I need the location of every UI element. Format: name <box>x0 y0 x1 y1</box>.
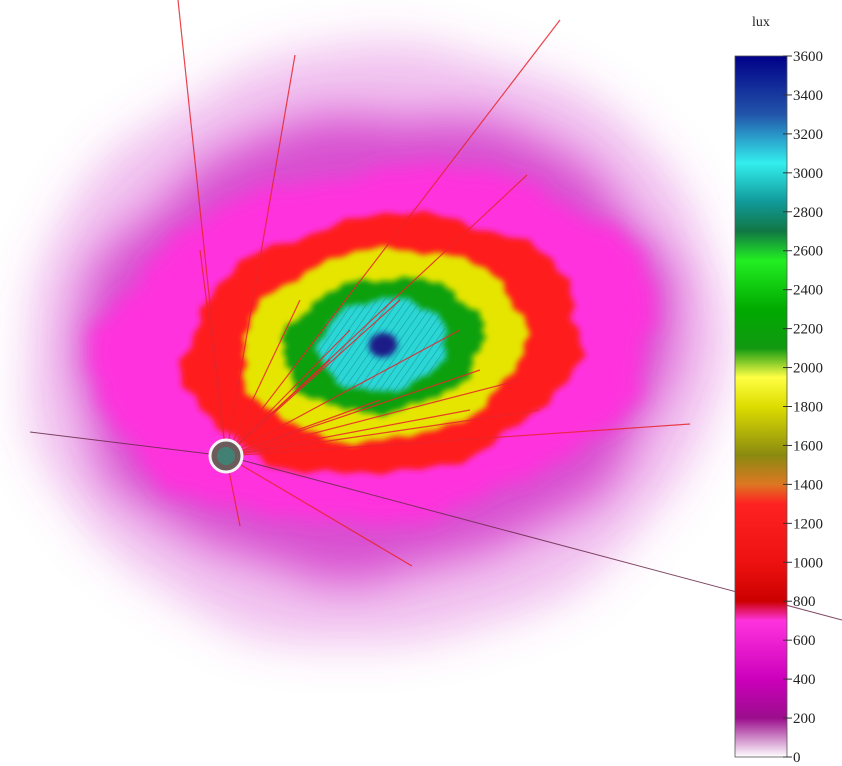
colorbar-tick-label: 400 <box>793 672 816 688</box>
colorbar-scale <box>734 55 788 758</box>
colorbar-tick-label: 1000 <box>793 555 823 571</box>
colorbar-tick-label: 1200 <box>793 516 823 532</box>
light-ray <box>225 409 541 457</box>
light-ray <box>225 379 521 457</box>
colorbar-tick-label: 2200 <box>793 322 823 338</box>
colorbar-tick-label: 2600 <box>793 244 823 260</box>
colorbar-tick-label: 3400 <box>793 88 823 104</box>
light-ray <box>225 455 413 567</box>
band-3400 <box>368 332 398 357</box>
colorbar-tick-label: 800 <box>793 594 816 610</box>
light-ray <box>225 423 691 457</box>
light-ray <box>225 54 296 457</box>
colorbar-tick-label: 3200 <box>793 127 823 143</box>
colorbar-tick-label: 2000 <box>793 361 823 377</box>
colorbar-ticks: 0 200 400 600 800 1000 1200 1400 1600 1800 2000 220… <box>783 49 823 766</box>
light-ray <box>225 299 401 457</box>
light-rays <box>29 0 842 621</box>
colorbar: 0 200 400 600 800 1000 1200 1400 1600 1800 2000 220… <box>734 15 823 766</box>
colorbar-tick-label: 2800 <box>793 205 823 221</box>
light-ray <box>225 329 461 457</box>
light-ray <box>199 249 227 457</box>
colorbar-tick-label: 2400 <box>793 283 823 299</box>
colorbar-tick-label: 0 <box>793 750 801 766</box>
contour-bands <box>27 40 731 646</box>
light-source-core <box>217 447 235 465</box>
colorbar-tick-label: 1800 <box>793 400 823 416</box>
colorbar-unit-label: lux <box>752 15 770 30</box>
light-ray <box>225 329 351 457</box>
light-ray <box>225 369 481 457</box>
colorbar-tick-label: 600 <box>793 633 816 649</box>
colorbar-tick-label: 1600 <box>793 438 823 454</box>
light-ray <box>29 431 227 457</box>
light-ray <box>225 409 471 457</box>
colorbar-tick-label: 3000 <box>793 166 823 182</box>
illuminance-heatmap <box>27 0 842 646</box>
light-source-marker <box>208 438 244 474</box>
colorbar-tick-label: 1400 <box>793 477 823 493</box>
light-ray <box>225 19 561 457</box>
colorbar-tick-label: 3600 <box>793 49 823 65</box>
light-ray <box>225 399 381 457</box>
light-ray <box>225 299 301 457</box>
light-ray <box>177 0 227 457</box>
colorbar-tick-label: 200 <box>793 711 816 727</box>
